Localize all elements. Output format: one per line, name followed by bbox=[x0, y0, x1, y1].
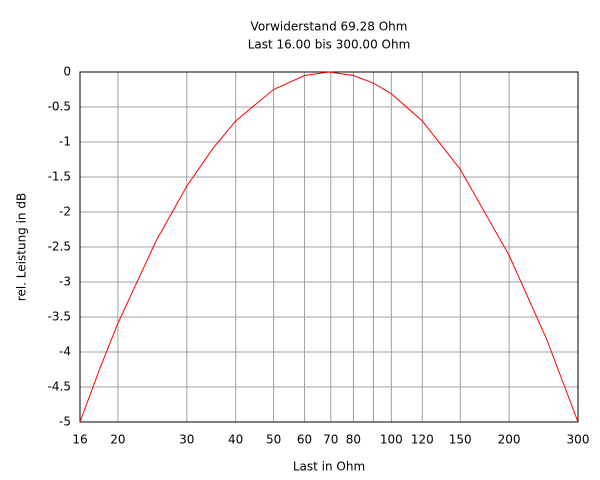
y-tick-label: -2.5 bbox=[48, 240, 71, 254]
y-axis-label: rel. Leistung in dB bbox=[15, 193, 29, 301]
x-tick-label: 80 bbox=[346, 433, 361, 447]
chart-subtitle: Last 16.00 bis 300.00 Ohm bbox=[248, 38, 411, 52]
x-tick-label: 16 bbox=[72, 433, 87, 447]
y-tick-label: -3.5 bbox=[48, 310, 71, 324]
x-tick-label: 150 bbox=[449, 433, 472, 447]
y-tick-label: 0 bbox=[63, 65, 71, 79]
x-axis-label: Last in Ohm bbox=[293, 460, 365, 474]
chart-title: Vorwiderstand 69.28 Ohm bbox=[251, 20, 408, 34]
x-tick-label: 100 bbox=[380, 433, 403, 447]
y-tick-label: -0.5 bbox=[48, 100, 71, 114]
y-tick-label: -5 bbox=[59, 415, 71, 429]
x-tick-label: 200 bbox=[498, 433, 521, 447]
x-tick-label: 60 bbox=[297, 433, 312, 447]
x-tick-label: 50 bbox=[266, 433, 281, 447]
y-tick-label: -1.5 bbox=[48, 170, 71, 184]
x-tick-label: 20 bbox=[110, 433, 125, 447]
x-tick-label: 30 bbox=[179, 433, 194, 447]
x-tick-label: 40 bbox=[228, 433, 243, 447]
x-tick-label: 120 bbox=[411, 433, 434, 447]
y-tick-label: -2 bbox=[59, 205, 71, 219]
data-line bbox=[79, 71, 579, 423]
y-tick-label: -3 bbox=[59, 275, 71, 289]
x-tick-label: 300 bbox=[567, 433, 590, 447]
y-tick-label: -4.5 bbox=[48, 380, 71, 394]
y-tick-label: -1 bbox=[59, 135, 71, 149]
x-tick-label: 70 bbox=[323, 433, 338, 447]
y-tick-label: -4 bbox=[59, 345, 71, 359]
